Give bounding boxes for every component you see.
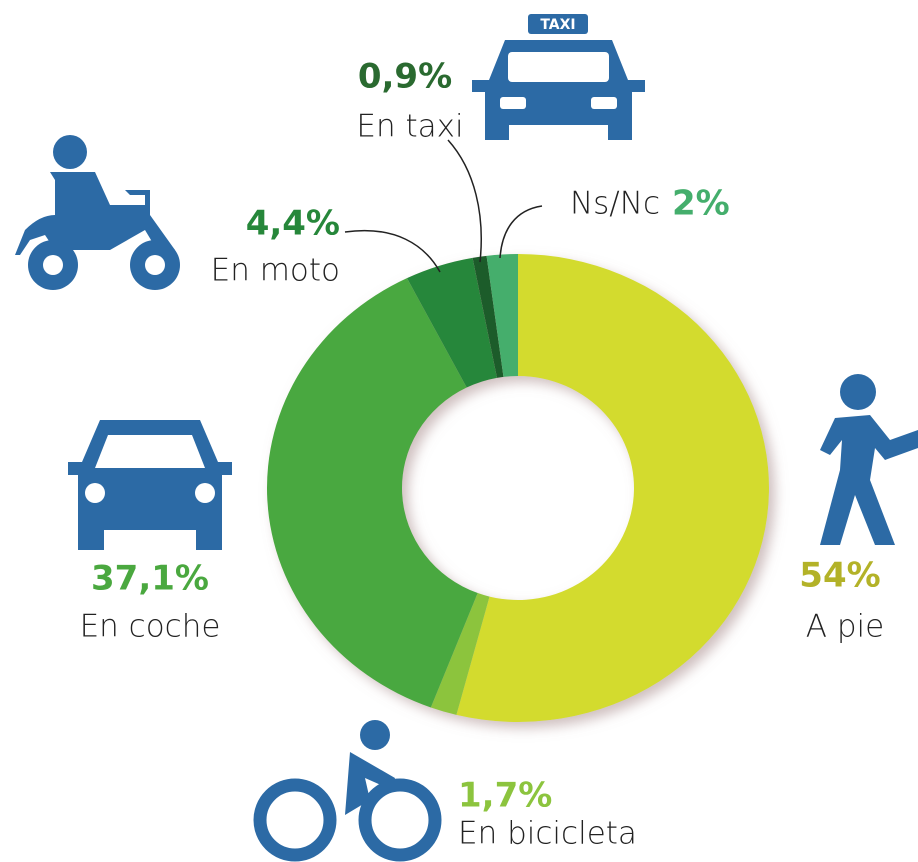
- taxi-icon: TAXI: [472, 14, 645, 140]
- slice: [406, 257, 498, 388]
- value-label: 1,7%: [458, 776, 552, 816]
- slice: [267, 278, 478, 708]
- moto-icon: [15, 135, 180, 290]
- car-icon: [68, 420, 232, 550]
- leader-line: [344, 229, 441, 273]
- category-label: En moto: [211, 253, 340, 289]
- svg-text:TAXI: TAXI: [540, 17, 575, 33]
- donut: [267, 254, 769, 722]
- category-label: Ns/Nc: [570, 186, 660, 222]
- value-label: 37,1%: [91, 559, 209, 599]
- slice: [456, 254, 769, 722]
- slice: [430, 593, 490, 715]
- bicycle-icon: [253, 720, 442, 862]
- slice: [472, 255, 504, 378]
- category-label: En bicicleta: [458, 816, 637, 852]
- value-label: 0,9%: [358, 57, 452, 97]
- category-label: En coche: [80, 609, 221, 645]
- slice: [486, 254, 518, 377]
- leader-line: [499, 205, 543, 259]
- value-label: 54%: [799, 556, 880, 596]
- value-label: 2%: [672, 184, 730, 224]
- category-label: A pie: [806, 609, 884, 645]
- value-label: 4,4%: [246, 204, 340, 244]
- leader-line: [447, 139, 482, 263]
- walker-icon: [820, 374, 918, 545]
- category-label: En taxi: [356, 109, 463, 145]
